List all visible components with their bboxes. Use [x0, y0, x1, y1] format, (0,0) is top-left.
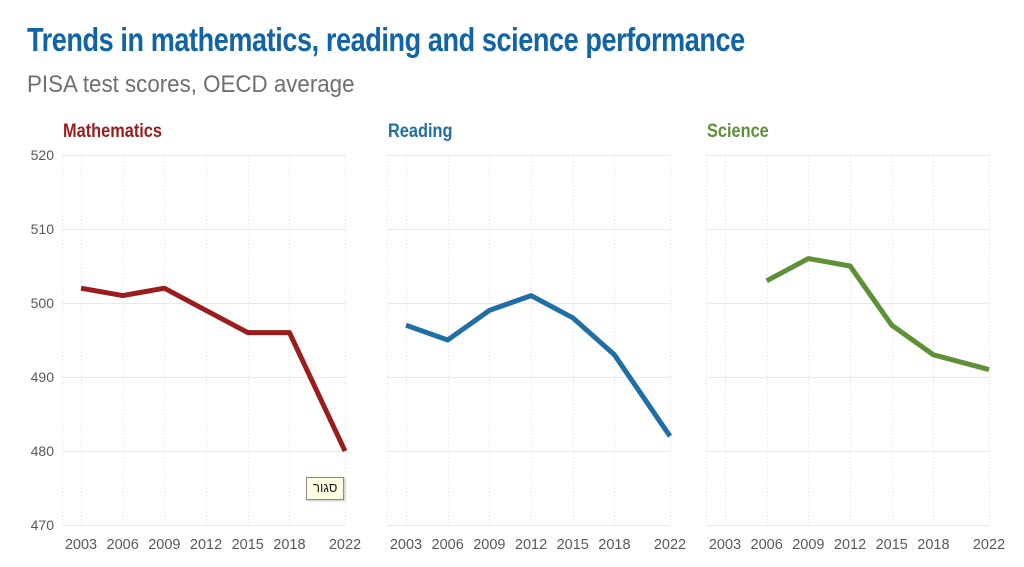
panel-mathematics: Mathematics 2003 2006 2009 2012 2015 2018 2022: [62, 121, 361, 553]
x-tick-label-2015: 2015: [556, 537, 589, 553]
close-tooltip: סגור: [306, 477, 345, 500]
y-tick-label-470: 470: [30, 517, 54, 533]
trend-line-reading: [405, 293, 673, 438]
y-tick-label-510: 510: [30, 221, 54, 237]
x-tick-label-2012: 2012: [514, 537, 548, 553]
x-axis-labels-reading: 2003 2006 2009 2012 2015 2018 2022: [387, 536, 686, 556]
x-tick-label-2018: 2018: [917, 537, 950, 553]
x-tick-label-2006: 2006: [750, 537, 783, 553]
panel-title-mathematics: Mathematics: [63, 121, 162, 142]
mathematics-plot: [62, 155, 348, 526]
x-tick-label-2009: 2009: [792, 537, 825, 553]
panel-science: Science 2003 2006 2009 2012 2015 2018 2022: [706, 121, 1005, 553]
trend-line-mathematics: [80, 285, 348, 453]
y-tick-label-480: 480: [30, 443, 54, 459]
y-tick-label-520: 520: [30, 147, 54, 163]
reading-plot: [387, 155, 673, 526]
x-tick-label-2022: 2022: [328, 537, 362, 553]
panel-reading: Reading 2003 2006 2009 2012 2015 2018 2022: [387, 121, 686, 553]
x-tick-label-2009: 2009: [473, 537, 506, 553]
x-tick-label-2022: 2022: [653, 537, 687, 553]
x-tick-label-2012: 2012: [189, 537, 223, 553]
x-tick-label-2003: 2003: [708, 537, 742, 553]
x-tick-label-2015: 2015: [875, 537, 908, 553]
y-tick-label-490: 490: [30, 369, 54, 385]
x-tick-label-2018: 2018: [273, 537, 306, 553]
x-tick-label-2006: 2006: [431, 537, 464, 553]
x-tick-label-2009: 2009: [148, 537, 181, 553]
x-tick-label-2006: 2006: [106, 537, 139, 553]
x-tick-label-2003: 2003: [389, 537, 423, 553]
y-axis: 470 480 490 500 510 520: [16, 147, 54, 533]
chart-subtitle: PISA test scores, OECD average: [27, 71, 355, 98]
science-plot: [706, 155, 990, 526]
x-tick-label-2022: 2022: [972, 537, 1006, 553]
x-tick-label-2018: 2018: [598, 537, 631, 553]
x-tick-label-2003: 2003: [64, 537, 98, 553]
x-axis-labels-mathematics: 2003 2006 2009 2012 2015 2018 2022: [62, 536, 361, 556]
x-tick-label-2015: 2015: [231, 537, 264, 553]
x-tick-label-2012: 2012: [833, 537, 867, 553]
y-tick-label-500: 500: [30, 295, 54, 311]
panel-title-reading: Reading: [388, 121, 453, 142]
trend-line-science: [765, 256, 990, 373]
chart-title: Trends in mathematics, reading and scien…: [27, 21, 745, 58]
x-axis-labels-science: 2003 2006 2009 2012 2015 2018 2022: [706, 536, 1005, 556]
panel-title-science: Science: [707, 121, 769, 142]
